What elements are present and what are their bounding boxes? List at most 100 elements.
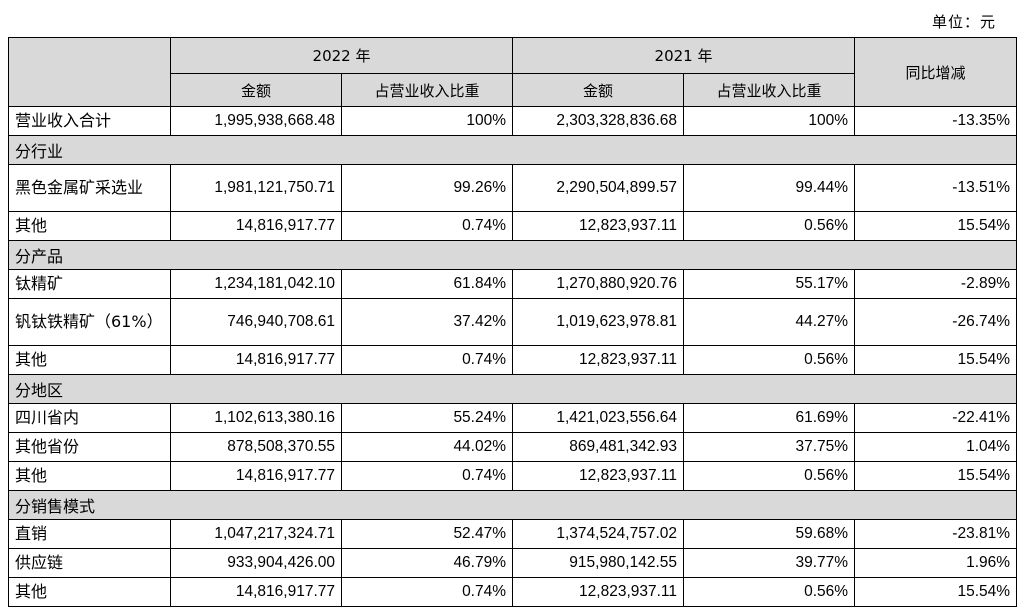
yoy-cell: -2.89% bbox=[854, 269, 1018, 299]
amount-2022-cell: 933,904,426.00 bbox=[170, 548, 342, 578]
amount-2021-cell: 12,823,937.11 bbox=[512, 345, 685, 375]
yoy-cell: 15.54% bbox=[854, 577, 1018, 607]
row-label: 四川省内 bbox=[8, 403, 171, 433]
row-label: 其他 bbox=[8, 461, 171, 491]
yoy-cell: -13.35% bbox=[854, 106, 1018, 136]
section-label: 分地区 bbox=[7, 374, 1018, 404]
yoy-cell: 15.54% bbox=[854, 211, 1018, 241]
header-year-2021: 2021 年 bbox=[512, 37, 856, 74]
amount-2021-cell: 12,823,937.11 bbox=[512, 577, 685, 607]
section-label: 分产品 bbox=[7, 240, 1018, 270]
amount-2022-cell: 878,508,370.55 bbox=[170, 432, 342, 462]
header-ratio-2022: 占营业收入比重 bbox=[340, 73, 514, 107]
ratio-2022-cell: 55.24% bbox=[340, 403, 514, 433]
header-year-2022: 2022 年 bbox=[169, 37, 514, 74]
amount-2022-cell: 1,981,121,750.71 bbox=[170, 164, 342, 212]
table-row: 钛精矿 1,234,181,042.10 61.84% 1,270,880,920.7… bbox=[8, 269, 1018, 299]
table-row: 其他 14,816,917.77 0.74% 12,823,937.11 0.56% 15… bbox=[8, 211, 1018, 241]
amount-2022-cell: 14,816,917.77 bbox=[170, 211, 342, 241]
amount-2021-cell: 1,421,023,556.64 bbox=[512, 403, 685, 433]
row-label: 钒钛铁精矿（61%） bbox=[8, 298, 171, 346]
amount-2021-cell: 12,823,937.11 bbox=[512, 211, 685, 241]
amount-2022-cell: 1,234,181,042.10 bbox=[170, 269, 342, 299]
amount-2022-cell: 746,940,708.61 bbox=[170, 298, 342, 346]
section-label: 分销售模式 bbox=[7, 490, 1018, 520]
ratio-2022-cell: 99.26% bbox=[340, 164, 514, 212]
ratio-2022-cell: 0.74% bbox=[340, 211, 514, 241]
table-row: 直销 1,047,217,324.71 52.47% 1,374,524,757.02… bbox=[8, 519, 1018, 549]
yoy-cell: 1.04% bbox=[854, 432, 1018, 462]
amount-2022-cell: 14,816,917.77 bbox=[170, 461, 342, 491]
ratio-2021-cell: 61.69% bbox=[683, 403, 856, 433]
amount-2022-cell: 1,047,217,324.71 bbox=[170, 519, 342, 549]
amount-2021-cell: 1,019,623,978.81 bbox=[512, 298, 685, 346]
yoy-cell: -23.81% bbox=[854, 519, 1018, 549]
ratio-2021-cell: 55.17% bbox=[683, 269, 856, 299]
table-row: 其他 14,816,917.77 0.74% 12,823,937.11 0.56% 15… bbox=[8, 461, 1018, 491]
ratio-2021-cell: 44.27% bbox=[683, 298, 856, 346]
ratio-2022-cell: 0.74% bbox=[340, 577, 514, 607]
amount-2021-cell: 869,481,342.93 bbox=[512, 432, 685, 462]
ratio-2021-cell: 99.44% bbox=[683, 164, 856, 212]
row-label: 直销 bbox=[8, 519, 171, 549]
section-row: 分行业 bbox=[7, 135, 1018, 165]
ratio-2022-cell: 61.84% bbox=[340, 269, 514, 299]
ratio-2022-cell: 52.47% bbox=[340, 519, 514, 549]
ratio-2021-cell: 0.56% bbox=[683, 345, 856, 375]
table-row: 其他 14,816,917.77 0.74% 12,823,937.11 0.56% 15… bbox=[8, 345, 1018, 375]
ratio-2022-cell: 44.02% bbox=[340, 432, 514, 462]
header-amount-2022: 金额 bbox=[170, 73, 342, 107]
header-corner bbox=[8, 37, 171, 107]
ratio-2021-cell: 59.68% bbox=[683, 519, 856, 549]
ratio-2021-cell: 0.56% bbox=[683, 461, 856, 491]
ratio-2021-cell: 100% bbox=[683, 106, 856, 136]
revenue-table: 2022 年 2021 年 同比增减 金额 占营业收入比重 金额 占营业收入比重… bbox=[7, 37, 1018, 607]
yoy-cell: -13.51% bbox=[854, 164, 1018, 212]
amount-2022-cell: 1,102,613,380.16 bbox=[170, 403, 342, 433]
yoy-cell: 15.54% bbox=[854, 345, 1018, 375]
header-yoy: 同比增减 bbox=[854, 37, 1018, 107]
amount-2022-cell: 1,995,938,668.48 bbox=[170, 106, 342, 136]
table-row: 供应链 933,904,426.00 46.79% 915,980,142.55 39.… bbox=[8, 548, 1018, 578]
ratio-2021-cell: 39.77% bbox=[683, 548, 856, 578]
section-row: 分地区 bbox=[7, 374, 1018, 404]
table-row: 四川省内 1,102,613,380.16 55.24% 1,421,023,556.… bbox=[8, 403, 1018, 433]
section-row: 分销售模式 bbox=[7, 490, 1018, 520]
header-amount-2021: 金额 bbox=[512, 73, 685, 107]
yoy-cell: 15.54% bbox=[854, 461, 1018, 491]
yoy-cell: -26.74% bbox=[854, 298, 1018, 346]
unit-note: 单位：元 bbox=[931, 13, 996, 31]
yoy-cell: 1.96% bbox=[854, 548, 1018, 578]
amount-2022-cell: 14,816,917.77 bbox=[170, 577, 342, 607]
ratio-2022-cell: 0.74% bbox=[340, 345, 514, 375]
table-row: 黑色金属矿采选业 1,981,121,750.71 99.26% 2,290,504,… bbox=[8, 164, 1018, 212]
row-label: 其他 bbox=[8, 577, 171, 607]
table-row: 钒钛铁精矿（61%） 746,940,708.61 37.42% 1,019,623,… bbox=[8, 298, 1018, 346]
ratio-2021-cell: 37.75% bbox=[683, 432, 856, 462]
amount-2021-cell: 2,290,504,899.57 bbox=[512, 164, 685, 212]
row-label: 营业收入合计 bbox=[8, 106, 171, 136]
yoy-cell: -22.41% bbox=[854, 403, 1018, 433]
ratio-2021-cell: 0.56% bbox=[683, 211, 856, 241]
row-label: 其他 bbox=[8, 345, 171, 375]
amount-2022-cell: 14,816,917.77 bbox=[170, 345, 342, 375]
amount-2021-cell: 2,303,328,836.68 bbox=[512, 106, 685, 136]
table-body: 营业收入合计 1,995,938,668.48 100% 2,303,328,836.… bbox=[7, 106, 1018, 607]
header-ratio-2021: 占营业收入比重 bbox=[683, 73, 856, 107]
ratio-2022-cell: 37.42% bbox=[340, 298, 514, 346]
ratio-2022-cell: 100% bbox=[340, 106, 514, 136]
amount-2021-cell: 1,270,880,920.76 bbox=[512, 269, 685, 299]
row-label: 供应链 bbox=[8, 548, 171, 578]
table-row: 其他省份 878,508,370.55 44.02% 869,481,342.93 37… bbox=[8, 432, 1018, 462]
ratio-2022-cell: 0.74% bbox=[340, 461, 514, 491]
row-label: 黑色金属矿采选业 bbox=[8, 164, 171, 212]
section-row: 分产品 bbox=[7, 240, 1018, 270]
table-row: 其他 14,816,917.77 0.74% 12,823,937.11 0.56% 15… bbox=[8, 577, 1018, 607]
row-label: 其他省份 bbox=[8, 432, 171, 462]
amount-2021-cell: 1,374,524,757.02 bbox=[512, 519, 685, 549]
row-label: 钛精矿 bbox=[8, 269, 171, 299]
section-label: 分行业 bbox=[7, 135, 1018, 165]
ratio-2022-cell: 46.79% bbox=[340, 548, 514, 578]
ratio-2021-cell: 0.56% bbox=[683, 577, 856, 607]
amount-2021-cell: 12,823,937.11 bbox=[512, 461, 685, 491]
